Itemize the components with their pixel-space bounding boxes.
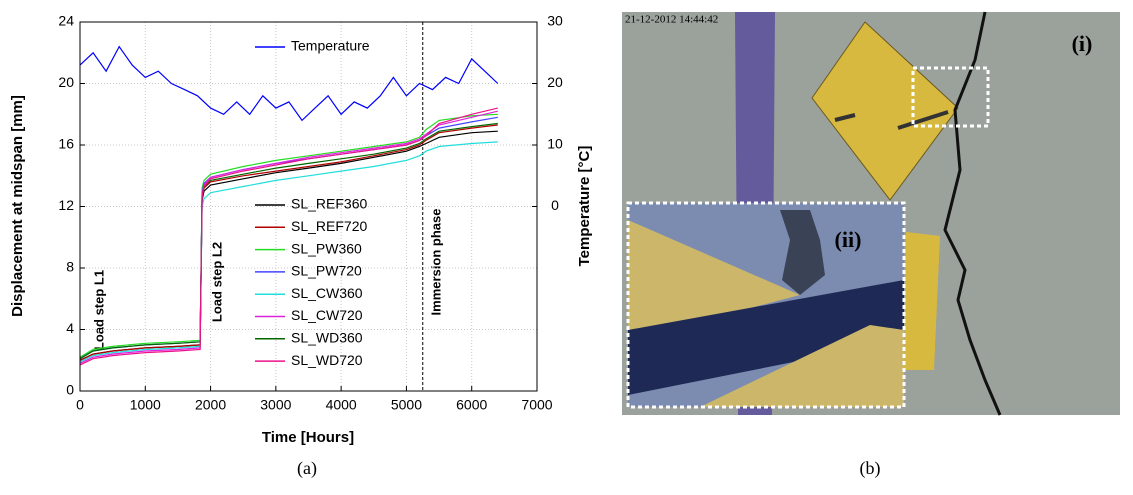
x-tick-label: 5000	[391, 397, 422, 413]
y2-tick-label: 30	[547, 13, 563, 29]
legend-label: SL_WD720	[291, 352, 363, 368]
line	[79, 110, 498, 364]
timestamp: 21-12-2012 14:44:42	[625, 14, 718, 26]
legend-label: SL_WD360	[291, 330, 363, 346]
x-axis-label: Time [Hours]	[262, 429, 354, 446]
y-tick-label: 8	[66, 259, 74, 275]
y-tick-label: 16	[58, 136, 74, 152]
x-tick-label: 3000	[260, 397, 291, 413]
legend-label: SL_CW360	[291, 285, 363, 301]
x-tick-label: 4000	[326, 397, 357, 413]
line	[79, 113, 498, 358]
caption: (b)	[860, 458, 881, 479]
y-axis-label: Displacement at midspan [mm]	[9, 95, 26, 317]
photo: 21-12-2012 14:44:42 (i) (ii)	[622, 11, 1120, 416]
slot	[834, 113, 856, 122]
inset	[628, 203, 904, 407]
legend-label: SL_PW360	[291, 240, 362, 256]
label-ii: (ii)	[835, 227, 862, 252]
plot-frame	[79, 21, 538, 392]
zoom-box	[911, 66, 990, 128]
annotation: Load step L2	[209, 242, 224, 322]
y2-tick-label: 10	[547, 136, 563, 152]
legend-label: SL_CW720	[291, 307, 363, 323]
annotation: Load step L1	[91, 270, 106, 350]
x-tick-label: 2000	[195, 397, 226, 413]
y-tick-label: 12	[58, 197, 74, 213]
caption: (a)	[297, 458, 317, 479]
x-tick-label: 0	[76, 397, 84, 413]
line	[79, 141, 498, 363]
slot	[897, 110, 949, 130]
inset-tab-2	[700, 325, 904, 407]
y2-tick-label: 0	[551, 197, 559, 213]
inset-crack	[780, 210, 825, 295]
legend-label: SL_REF720	[291, 218, 367, 234]
legend-label: SL_PW720	[291, 263, 362, 279]
y2-axis-label: Temperature [°C]	[576, 146, 593, 267]
x-tick-label: 1000	[130, 397, 161, 413]
y-tick-label: 24	[58, 13, 74, 29]
y-tick-label: 0	[66, 382, 74, 398]
x-tick-label: 7000	[521, 397, 552, 413]
line	[79, 122, 498, 360]
inset-tab	[628, 220, 800, 340]
crack	[943, 11, 1002, 416]
inset-frame	[626, 201, 906, 409]
annotation: Immersion phase	[428, 209, 443, 316]
inset-slot	[628, 280, 904, 395]
legend-label: SL_REF360	[291, 196, 367, 212]
x-tick-label: 6000	[456, 397, 487, 413]
label-i: (i)	[1072, 31, 1093, 56]
line	[79, 107, 498, 366]
legend-label: Temperature	[291, 38, 370, 54]
y2-tick-label: 20	[547, 74, 563, 90]
y-tick-label: 20	[58, 74, 74, 90]
yellow-tab-2	[904, 232, 940, 370]
y-tick-label: 4	[66, 320, 74, 336]
yellow-tab	[811, 21, 959, 201]
line	[79, 124, 498, 361]
line	[79, 45, 499, 122]
